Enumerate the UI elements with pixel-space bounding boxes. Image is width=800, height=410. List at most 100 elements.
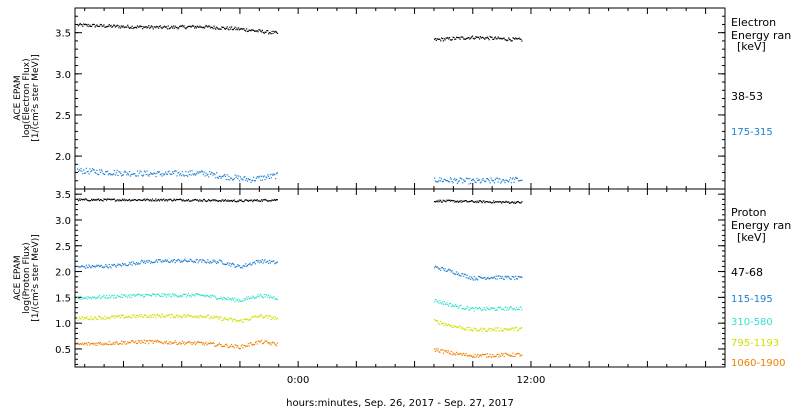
electron-point <box>128 27 131 29</box>
proton-point <box>170 343 172 345</box>
proton-point <box>140 342 142 344</box>
proton-point <box>104 266 106 268</box>
electron-point <box>220 177 222 179</box>
proton-point <box>469 326 471 329</box>
proton-point <box>255 297 257 299</box>
electron-point <box>78 169 80 171</box>
proton-point <box>218 342 220 344</box>
proton-point <box>478 306 481 309</box>
electron-point <box>244 29 246 31</box>
proton-point <box>167 315 169 317</box>
proton-point <box>148 199 150 201</box>
electron-point <box>187 171 190 173</box>
proton-point <box>240 319 242 321</box>
electron-point <box>498 178 500 180</box>
proton-point <box>146 198 148 200</box>
proton-point <box>87 296 89 298</box>
electron-point <box>237 178 239 180</box>
proton-point <box>196 292 198 295</box>
proton-point <box>266 261 268 263</box>
proton-legend-47-68: 47-68 <box>731 266 763 279</box>
proton-point <box>481 277 483 279</box>
electron-point <box>143 170 146 172</box>
proton-point <box>217 200 220 202</box>
electron-point <box>83 23 85 25</box>
electron-point <box>251 29 253 31</box>
proton-point <box>449 353 452 355</box>
proton-point <box>214 295 216 297</box>
proton-point <box>464 274 467 276</box>
proton-point <box>485 200 488 203</box>
proton-point <box>508 277 511 279</box>
proton-point <box>182 315 184 317</box>
electron-point <box>266 30 268 32</box>
electron-point <box>160 173 162 175</box>
proton-point <box>495 309 497 311</box>
proton-point <box>489 328 491 330</box>
proton-point <box>515 275 517 277</box>
electron-point <box>259 29 261 31</box>
electron-point <box>265 176 267 178</box>
electron-point <box>484 38 486 40</box>
proton-legend-1060-1900: 1060-1900 <box>731 358 786 369</box>
proton-point <box>179 315 181 317</box>
proton-point <box>114 315 116 318</box>
electron-point <box>212 174 214 176</box>
electron-point <box>263 32 265 34</box>
proton-point <box>195 199 197 201</box>
proton-point <box>265 340 267 342</box>
proton-point <box>132 294 134 296</box>
proton-point <box>148 343 150 345</box>
proton-point <box>274 263 276 265</box>
proton-point <box>459 353 461 355</box>
electron-point <box>135 26 137 28</box>
proton-point <box>497 201 499 203</box>
proton-point <box>129 316 131 318</box>
proton-point <box>128 198 131 201</box>
proton-point <box>487 356 489 358</box>
proton-point <box>179 261 182 263</box>
proton-point <box>119 314 121 316</box>
proton-point <box>446 199 448 201</box>
proton-point <box>112 264 114 267</box>
proton-point <box>76 296 79 298</box>
electron-point <box>132 173 134 175</box>
proton-point <box>517 201 519 203</box>
electron-point <box>473 179 475 182</box>
proton-point <box>235 266 237 268</box>
proton-point <box>111 294 113 296</box>
proton-point <box>126 295 128 297</box>
proton-point <box>440 320 442 323</box>
electron-legend-title-2: Energy ran <box>731 29 791 42</box>
proton-point <box>195 342 197 344</box>
proton-point <box>503 278 505 281</box>
electron-point <box>490 36 492 38</box>
proton-point <box>243 264 245 267</box>
proton-point <box>83 342 86 344</box>
electron-point <box>175 170 177 172</box>
electron-point <box>442 40 444 42</box>
proton-point <box>87 267 89 269</box>
electron-point <box>466 37 468 39</box>
proton-point <box>452 326 454 329</box>
electron-point <box>145 173 147 176</box>
electron-point <box>483 37 485 40</box>
proton-point <box>439 323 441 325</box>
electron-point <box>120 27 122 29</box>
proton-point <box>189 315 191 317</box>
proton-point <box>125 264 127 266</box>
electron-point <box>98 169 101 171</box>
electron-point <box>226 26 228 28</box>
electron-point <box>202 26 205 28</box>
proton-point <box>477 330 479 332</box>
electron-point <box>82 25 84 27</box>
proton-point <box>513 329 515 332</box>
electron-point <box>89 168 91 170</box>
proton-point <box>441 266 444 269</box>
proton-point <box>165 260 168 262</box>
electron-point <box>186 26 189 28</box>
proton-point <box>209 317 211 319</box>
proton-point <box>178 316 180 318</box>
electron-point <box>151 26 153 28</box>
proton-point <box>203 294 205 296</box>
